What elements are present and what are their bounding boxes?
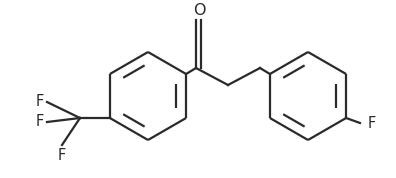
Text: F: F <box>36 95 44 109</box>
Text: F: F <box>58 148 66 163</box>
Text: O: O <box>193 3 205 18</box>
Text: F: F <box>368 116 376 130</box>
Text: F: F <box>36 114 44 130</box>
